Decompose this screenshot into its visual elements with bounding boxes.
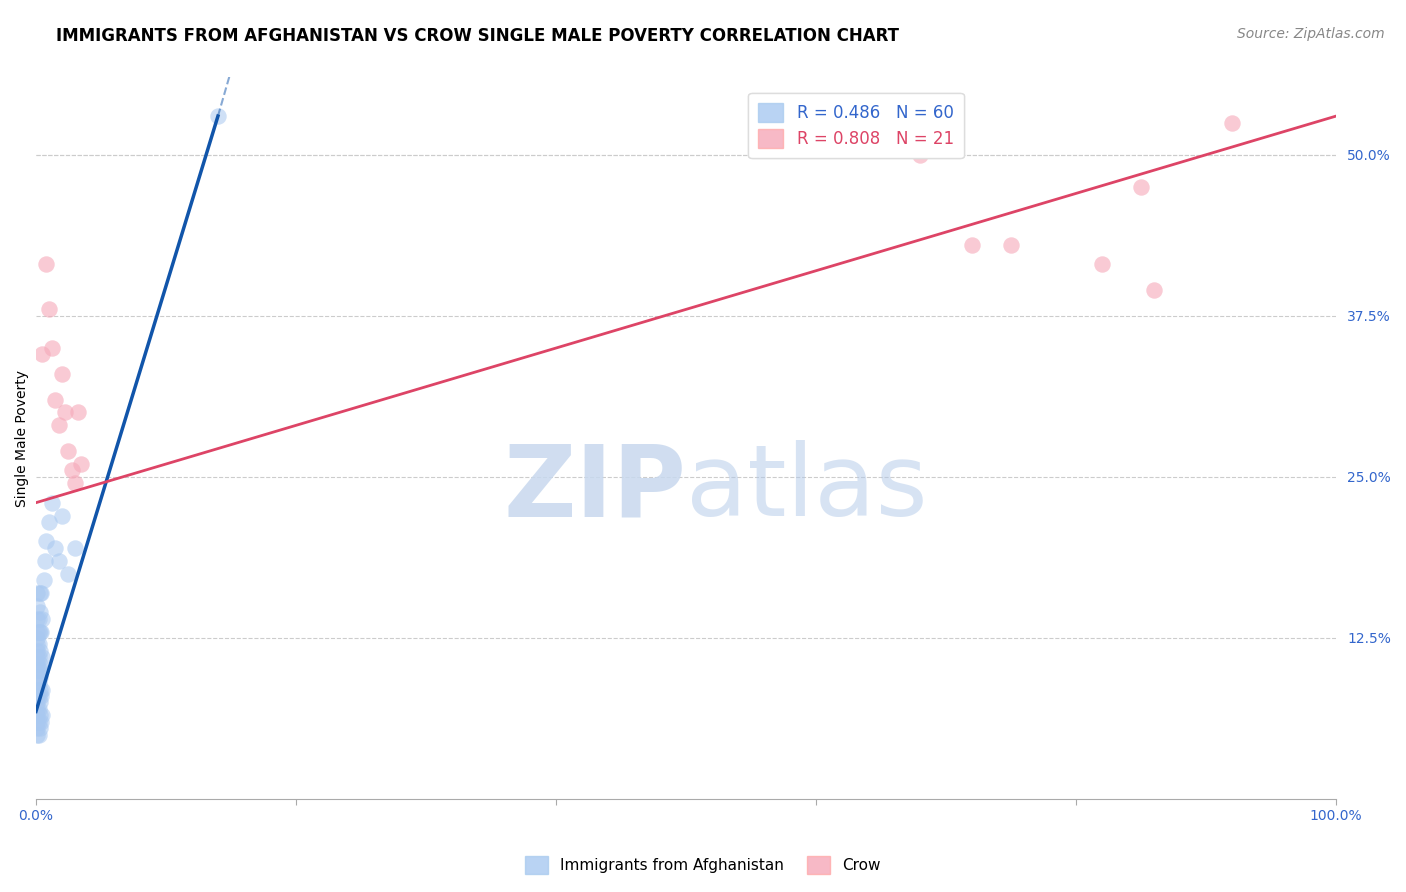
Point [28,657,51,671]
Point [41,496,63,510]
Point [27,689,49,703]
Point [51,367,73,381]
Point [27,714,49,729]
Point [25,637,48,651]
Point [41,341,63,355]
Point [25,689,48,703]
Point [27,637,49,651]
Point [30,624,52,639]
Point [31,682,53,697]
Point [32,573,55,587]
Legend: R = 0.486   N = 60, R = 0.808   N = 21: R = 0.486 N = 60, R = 0.808 N = 21 [748,93,963,158]
Point [30,586,52,600]
Point [31,347,53,361]
Point [35,534,58,549]
Point [27,702,49,716]
Point [44,392,66,407]
Point [25,663,48,677]
Point [27,728,49,742]
Point [66,405,89,419]
Point [27,612,49,626]
Point [960,238,983,252]
Point [25,599,48,613]
Point [25,586,48,600]
Point [31,650,53,665]
Point [28,605,51,619]
Point [28,695,51,709]
Text: Source: ZipAtlas.com: Source: ZipAtlas.com [1237,27,1385,41]
Point [28,721,51,735]
Point [38,515,60,529]
Point [28,624,51,639]
Point [30,714,52,729]
Point [27,676,49,690]
Point [30,663,52,677]
Point [1130,180,1153,194]
Point [31,612,53,626]
Text: atlas: atlas [686,441,928,537]
Point [31,708,53,723]
Text: ZIP: ZIP [503,441,686,537]
Point [25,670,48,684]
Point [27,663,49,677]
Point [44,541,66,555]
Point [58,444,80,458]
Text: IMMIGRANTS FROM AFGHANISTAN VS CROW SINGLE MALE POVERTY CORRELATION CHART: IMMIGRANTS FROM AFGHANISTAN VS CROW SING… [56,27,900,45]
Point [25,650,48,665]
Point [38,302,60,317]
Point [25,676,48,690]
Point [25,612,48,626]
Y-axis label: Single Male Poverty: Single Male Poverty [15,370,30,507]
Point [25,708,48,723]
Point [935,141,957,155]
Point [63,541,86,555]
Point [35,257,58,271]
Point [908,147,931,161]
Point [58,566,80,581]
Point [25,702,48,716]
Point [63,476,86,491]
Point [60,463,83,477]
Point [28,586,51,600]
Point [25,714,48,729]
Point [25,682,48,697]
Point [53,405,76,419]
Point [48,418,70,433]
Point [28,670,51,684]
Point [25,644,48,658]
Point [1000,238,1022,252]
Point [28,708,51,723]
Point [27,650,49,665]
Point [27,624,49,639]
Point [51,508,73,523]
Point [25,728,48,742]
Point [34,554,56,568]
Point [25,721,48,735]
Point [28,644,51,658]
Point [25,624,48,639]
Point [1220,115,1243,129]
Point [25,657,48,671]
Point [1091,257,1114,271]
Point [30,689,52,703]
Point [28,682,51,697]
Legend: Immigrants from Afghanistan, Crow: Immigrants from Afghanistan, Crow [519,850,887,880]
Point [25,695,48,709]
Point [1143,283,1166,297]
Point [70,457,93,471]
Point [48,554,70,568]
Point [25,631,48,645]
Point [207,109,229,123]
